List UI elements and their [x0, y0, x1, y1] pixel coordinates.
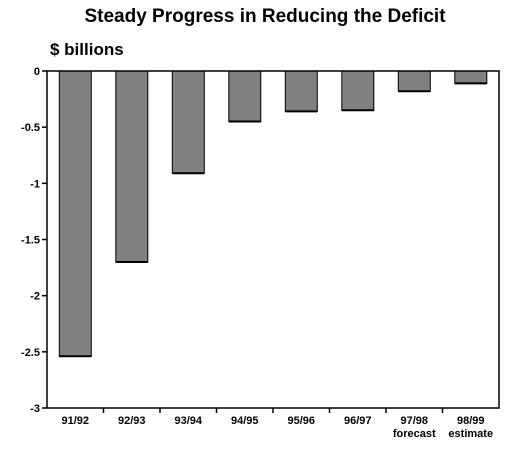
x-tick-label: 93/94	[174, 415, 202, 427]
bar-97-98	[397, 70, 431, 92]
y-tick-label: -1.5	[21, 235, 40, 247]
bar-94-95	[228, 70, 262, 122]
bar-95-96	[284, 70, 318, 112]
chart-title: Steady Progress in Reducing the Deficit	[84, 6, 446, 27]
bar-98-99	[454, 70, 488, 84]
bar-93-94	[171, 70, 205, 174]
y-tick-label: -1	[30, 178, 40, 190]
bar-91-92	[58, 70, 92, 357]
y-tick-label: -3	[30, 403, 40, 415]
x-tick-label: 98/99	[457, 415, 485, 427]
x-tick-label: 92/93	[118, 415, 146, 427]
axes	[42, 70, 500, 413]
y-tick-label: 0	[34, 66, 40, 78]
y-tick-label: -2.5	[21, 347, 40, 359]
plot-frame	[46, 70, 500, 409]
bars	[58, 70, 488, 358]
x-tick-label: 95/96	[287, 415, 315, 427]
tick-labels: 0 -0.5 -1 -1.5 -2 -2.5 -3 91/92 92/93 93/94 94/95 9…	[21, 66, 493, 440]
x-tick-label: 96/97	[344, 415, 372, 427]
x-tick-label: 91/92	[61, 415, 89, 427]
y-axis-unit-label: $ billions	[50, 40, 124, 59]
bar-92-93	[115, 70, 149, 263]
x-tick-label: 97/98	[400, 415, 428, 427]
x-tick-sublabel: estimate	[448, 428, 493, 440]
x-tick-sublabel: forecast	[393, 428, 436, 440]
x-tick-label: 94/95	[231, 415, 259, 427]
y-tick-label: -2	[30, 291, 40, 303]
bar-96-97	[341, 70, 375, 111]
y-tick-label: -0.5	[21, 122, 40, 134]
